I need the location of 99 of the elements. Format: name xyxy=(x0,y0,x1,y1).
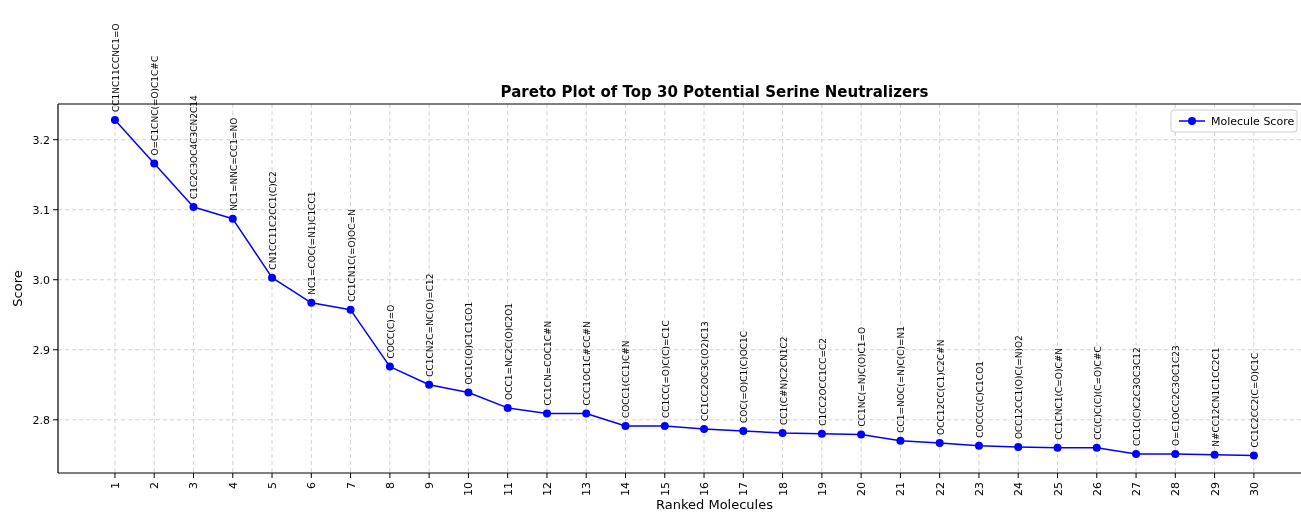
x-tick-label: 1 xyxy=(108,482,122,489)
annotation: CC1NC(=N)C(O)C1=O xyxy=(857,326,868,427)
annotation: O=C1CNC(=O)C1C#C xyxy=(150,55,161,156)
point xyxy=(464,388,473,397)
point xyxy=(739,426,748,435)
annotation: CC1NC11CCNC1=O xyxy=(110,23,121,113)
point xyxy=(189,202,198,211)
x-tick-label: 15 xyxy=(658,482,672,496)
x-tick-label: 20 xyxy=(855,482,869,496)
x-tick-label: 3 xyxy=(187,482,201,489)
annotation: CC1=NOC(=N)C(C)=N1 xyxy=(896,325,907,433)
point xyxy=(974,441,983,450)
point xyxy=(1053,443,1062,452)
x-tick-label: 13 xyxy=(580,482,594,496)
point xyxy=(268,273,277,282)
point xyxy=(1132,450,1141,459)
annotation: CC1C(C)C2C3OC3C12 xyxy=(1132,347,1143,447)
x-tick-label: 6 xyxy=(305,482,319,489)
x-tick-label: 17 xyxy=(737,482,751,496)
x-tick-label: 9 xyxy=(423,482,437,489)
annotation: NC1=NNC=CC1=NO xyxy=(228,117,239,211)
x-tick-label: 10 xyxy=(462,482,476,496)
annotation: CCC1OC1C#CC#N xyxy=(582,321,593,406)
chart-title: Pareto Plot of Top 30 Potential Serine Neutralizers xyxy=(500,83,929,101)
annotation: OCC12CC1(O)C(=N)O2 xyxy=(1014,335,1025,440)
point xyxy=(778,429,787,438)
point xyxy=(425,380,434,389)
x-axis-title: Ranked Molecules xyxy=(656,497,774,512)
y-tick-label: 2.8 xyxy=(32,413,50,427)
annotation: CC1CC2OC3C(O2)C13 xyxy=(700,321,711,421)
annotation: CC1CC(=O)C(C)=C1C xyxy=(660,320,671,419)
annotation: NC1=COC(=N1)C1CC1 xyxy=(307,191,318,295)
x-tick-label: 12 xyxy=(540,482,554,496)
x-tick-label: 18 xyxy=(776,482,790,496)
x-tick-label: 22 xyxy=(933,482,947,496)
annotation: OCC12CC(C1)C2C#N xyxy=(935,339,946,435)
x-tick-label: 26 xyxy=(1090,482,1104,496)
annotation: C1CC2OCC1CC=C2 xyxy=(817,337,828,426)
annotation: CC1C2CC2(C=O)C1C xyxy=(1249,352,1260,448)
annotation: CC1CN2C=NC(O)=C12 xyxy=(425,273,436,377)
legend-label: Molecule Score xyxy=(1211,114,1295,128)
annotation: CC1CNC1(C=O)C#N xyxy=(1053,347,1064,440)
point xyxy=(1210,450,1219,459)
x-tick-label: 27 xyxy=(1130,482,1144,496)
point xyxy=(542,409,551,418)
point xyxy=(1249,451,1258,460)
x-tick-label: 28 xyxy=(1169,482,1183,496)
annotation: CC1(C#N)C2CN1C2 xyxy=(778,336,789,426)
point xyxy=(346,305,355,314)
x-tick-label: 21 xyxy=(894,482,908,496)
point xyxy=(385,362,394,371)
point xyxy=(817,429,826,438)
point xyxy=(700,424,709,433)
annotation: C1C2C3OC4C3CN2C14 xyxy=(189,95,200,199)
annotation: OC1C(O)C1C1CO1 xyxy=(464,301,475,385)
annotation: COCC(C)=O xyxy=(385,304,396,359)
y-tick-label: 3.0 xyxy=(32,273,50,287)
annotation: N#CC12CN1C1CC2C1 xyxy=(1210,347,1221,447)
annotation: CN1CC11C2CC1(C)C2 xyxy=(268,171,279,270)
x-tick-label: 24 xyxy=(1012,482,1026,496)
point xyxy=(1092,443,1101,452)
y-tick-label: 3.1 xyxy=(32,203,50,217)
annotation: COCC1(CC1)C#N xyxy=(621,340,632,419)
point xyxy=(307,298,316,307)
x-tick-label: 30 xyxy=(1247,482,1261,496)
y-tick-label: 3.2 xyxy=(32,133,50,147)
point xyxy=(150,159,159,168)
annotation: CC(C)C(C)(C=O)C#C xyxy=(1092,346,1103,440)
annotation: COC(=O)C1(C)OC1C xyxy=(739,330,750,423)
point xyxy=(228,214,237,223)
x-tick-label: 4 xyxy=(226,482,240,489)
point xyxy=(857,430,866,439)
x-tick-label: 23 xyxy=(972,482,986,496)
x-tick-label: 25 xyxy=(1051,482,1065,496)
x-tick-label: 8 xyxy=(383,482,397,489)
x-tick-label: 7 xyxy=(344,482,358,489)
x-tick-label: 16 xyxy=(698,482,712,496)
x-tick-label: 2 xyxy=(148,482,162,489)
annotation: CC1CN1C(=O)OC=N xyxy=(346,209,357,302)
x-tick-label: 5 xyxy=(266,482,280,489)
annotation: OCC1=NC2C(O)C2O1 xyxy=(503,303,514,400)
point xyxy=(1171,450,1180,459)
point xyxy=(1014,443,1023,452)
point xyxy=(896,436,905,445)
x-tick-label: 11 xyxy=(501,482,515,496)
annotation: COCCC(C)C1CO1 xyxy=(974,361,985,438)
annotation: CC1CN=COC1C#N xyxy=(542,320,553,406)
point xyxy=(582,409,591,418)
point xyxy=(503,403,512,412)
y-tick-label: 2.9 xyxy=(32,343,50,357)
x-tick-label: 19 xyxy=(815,482,829,496)
point xyxy=(660,422,669,431)
x-tick-label: 14 xyxy=(619,482,633,496)
x-tick-label: 29 xyxy=(1208,482,1222,496)
y-axis-title: Score xyxy=(10,270,25,307)
point xyxy=(935,438,944,447)
point xyxy=(110,116,119,125)
point xyxy=(621,422,630,431)
annotation: O=C1OCC2C3OC1C23 xyxy=(1171,345,1182,447)
